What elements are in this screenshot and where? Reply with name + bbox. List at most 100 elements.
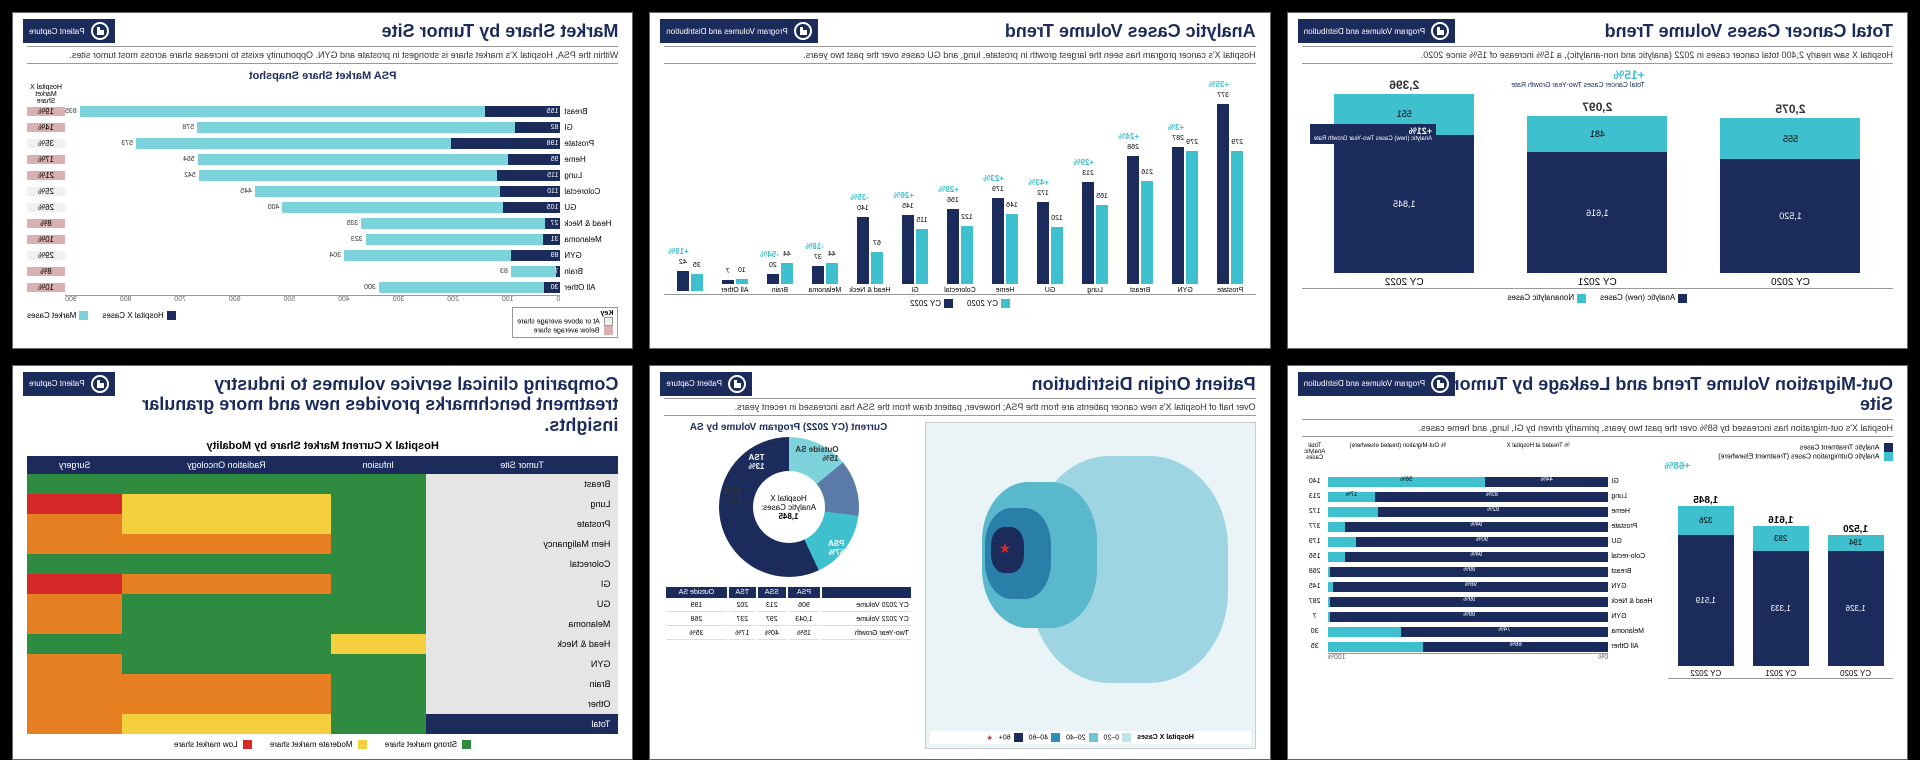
table-cell: 199 xyxy=(666,600,726,612)
modality-cell xyxy=(27,594,122,614)
legend-item: Low market share xyxy=(174,740,252,749)
choropleth-map: ★ Hospital X Cases 0–2020–4040–6060+ ★ xyxy=(925,422,1256,749)
modality-cell xyxy=(27,534,122,554)
analytic-segment: 1,616 xyxy=(1527,152,1667,273)
slide-outmigration: Program Volumes and Distribution Out-Mig… xyxy=(1287,365,1908,760)
table-cell: 35% xyxy=(666,628,726,640)
table-row: Head & Neck xyxy=(27,634,618,654)
hospital-value: 110 xyxy=(547,188,558,195)
leakage-row: Prostate 94% 377 xyxy=(1302,520,1659,533)
site-cell: Head & Neck xyxy=(426,634,619,654)
chart-icon xyxy=(794,22,812,40)
market-value: 300 xyxy=(364,284,376,291)
outmigration-bar xyxy=(1328,522,1345,532)
year-column: 2,097 1,616 481 CY 2021 xyxy=(1527,100,1667,288)
modality-cell xyxy=(331,634,426,654)
bar-2022: 172+43% xyxy=(1037,202,1049,284)
bar-total: 1,845 xyxy=(1693,495,1718,506)
table-row: CY 2022 Volume1,043297237268 xyxy=(666,614,910,626)
site-cell: Brain xyxy=(426,674,619,694)
outmigration-segment: 326 xyxy=(1678,506,1734,534)
market-bar xyxy=(361,218,545,229)
tumor-group: 10 7 All Other xyxy=(713,104,756,294)
site-cell: GI xyxy=(426,574,619,594)
share-cell: 10% xyxy=(27,283,65,292)
tumor-group: 216 268+24% Breast xyxy=(1119,104,1162,294)
pct-change: +43% xyxy=(1028,178,1049,187)
modality-cell xyxy=(331,474,426,494)
badge-text: Patient Capture xyxy=(29,379,85,388)
outmigration-bar: 56% xyxy=(1328,477,1485,487)
donut-center: Hospital XAnalytic Cases:1,845 xyxy=(753,471,825,543)
chart-header: PSA Market Share Snapshot xyxy=(27,70,618,82)
year-label: CY 2021 xyxy=(1765,669,1796,678)
tumor-row: Melanoma 31 323 10% xyxy=(27,233,618,247)
bar-2022: 140-35% xyxy=(857,217,869,284)
leakage-row: GYN 99% 7 xyxy=(1302,610,1659,623)
modality-cell xyxy=(27,634,122,654)
total-cases: 179 xyxy=(1302,538,1328,545)
slide-subtitle: Over half of Hospital X's new cancer pat… xyxy=(664,398,1255,416)
row-label: Head & Neck xyxy=(1608,598,1658,605)
row-label: Colo-rectal xyxy=(1608,553,1658,560)
pct-change: -18% xyxy=(805,242,824,251)
slide-title: Comparing clinical service volumes to in… xyxy=(133,374,618,436)
row-label: GU xyxy=(560,203,618,212)
outmigration-segment: 194 xyxy=(1828,535,1884,552)
bar-2022: 287+3% xyxy=(1172,147,1184,284)
bar-2022: 268+24% xyxy=(1127,156,1139,284)
modality-cell xyxy=(331,674,426,694)
modality-cell xyxy=(331,594,426,614)
slide-title: Total Cancer Cases Volume Trend xyxy=(1420,21,1893,42)
tumor-group: 35 42+19% xyxy=(668,111,711,294)
outmigration-bar: 17% xyxy=(1328,492,1376,502)
bar-2020: 279 xyxy=(1231,151,1243,284)
analytic-segment: 1,845 xyxy=(1334,135,1474,273)
slide-title: Market Share by Tumor Site xyxy=(145,21,618,42)
modality-cell xyxy=(122,634,330,654)
table-cell: 237 xyxy=(729,614,757,626)
table-cell: 40% xyxy=(758,628,786,640)
table-cell: 202 xyxy=(729,600,757,612)
outmigration-bar xyxy=(1328,567,1331,577)
market-value: 445 xyxy=(240,188,252,195)
site-cell: Prostate xyxy=(426,514,619,534)
modality-cell xyxy=(27,714,122,734)
market-bar xyxy=(199,170,497,181)
nonanalytic-segment: 481 xyxy=(1527,116,1667,152)
slice-label: PSA57% xyxy=(828,539,844,557)
total-cases: 7 xyxy=(1302,613,1328,620)
section-badge: Program Volumes and Distribution xyxy=(1298,372,1455,396)
table-cell: CY 2022 Volume xyxy=(822,614,910,626)
outmigration-bar xyxy=(1328,507,1379,517)
bar-2020: 35 xyxy=(691,274,703,291)
leakage-row: GU 90% 179 xyxy=(1302,535,1659,548)
bar-2020: 165 xyxy=(1096,205,1108,284)
market-bar xyxy=(366,234,544,245)
tumor-row: Prostate 198 573 35% xyxy=(27,137,618,151)
section-badge: Patient Capture xyxy=(23,372,115,396)
column-header: Surgery xyxy=(27,456,122,474)
slide-subtitle: Hospital X saw nearly 2,400 total cancer… xyxy=(1302,46,1893,64)
analytic-growth-annotation: +21% Analytic (new) Cases Two-Year Growt… xyxy=(1310,124,1436,144)
hospital-value: 155 xyxy=(547,108,559,115)
slide-subtitle: Hospital X's out-migration has increased… xyxy=(1302,419,1893,437)
market-value: 304 xyxy=(329,252,341,259)
tumor-row: Breast 155 835 19% xyxy=(27,105,618,119)
tumor-label: Head & Neck xyxy=(849,287,890,294)
row-label: GYN xyxy=(1608,583,1658,590)
slice-label: SSA16% xyxy=(725,487,741,505)
modality-cell xyxy=(27,514,122,534)
row-label: Heme xyxy=(560,155,618,164)
treated-bar: 82% xyxy=(1378,507,1608,517)
bar-total: 1,616 xyxy=(1768,515,1793,526)
table-legend: Strong market share Moderate market shar… xyxy=(27,740,618,749)
site-cell: Lung xyxy=(426,494,619,514)
slice-label: Outside SA15% xyxy=(795,445,838,463)
modality-cell xyxy=(27,694,122,714)
slide-patient-origin: Patient Capture Patient Origin Distribut… xyxy=(649,365,1270,760)
market-bar xyxy=(344,250,511,261)
table-row: Melanoma xyxy=(27,614,618,634)
volume-table: PSASSATSAOutside SACY 2020 Volume9062132… xyxy=(664,585,912,642)
year-column: 1,616 283 1,333 CY 2021 xyxy=(1753,515,1809,678)
